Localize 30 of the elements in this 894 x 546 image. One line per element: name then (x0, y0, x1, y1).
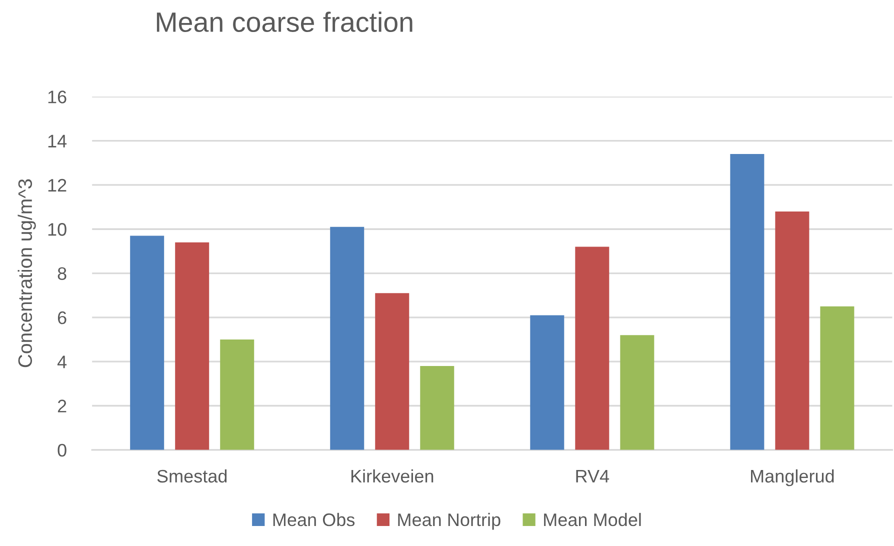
y-tick-label: 14 (48, 134, 67, 148)
chart-title: Mean coarse fraction (156, 12, 412, 32)
bar (820, 306, 854, 450)
x-tick-label: Manglerud (751, 469, 834, 486)
x-tick-label: Kirkeveien (351, 469, 434, 483)
y-tick-label: 6 (58, 311, 66, 324)
x-tick-label: RV4 (576, 470, 610, 482)
legend-label: Mean Model (544, 512, 641, 526)
bar (420, 366, 454, 450)
legend-label: Mean Nortrip (398, 512, 500, 530)
y-axis-title: Concentration ug/m^3 (18, 179, 36, 368)
y-tick-label: 12 (48, 178, 66, 192)
bar (220, 340, 254, 450)
y-tick-label: 10 (48, 223, 66, 236)
y-tick-label: 8 (58, 267, 66, 280)
bar (775, 211, 810, 450)
bar (575, 246, 610, 450)
x-tick-label: Smestad (157, 469, 227, 483)
bar (175, 242, 210, 450)
bar (375, 293, 410, 450)
legend-label: Mean Obs (273, 512, 355, 526)
bar (620, 335, 654, 450)
y-tick-label: 16 (48, 90, 66, 104)
bar (130, 236, 164, 450)
bar (330, 226, 364, 450)
y-tick-label: 2 (58, 400, 66, 412)
bar (530, 315, 564, 450)
y-tick-label: 4 (57, 356, 67, 368)
bar (730, 154, 764, 450)
y-tick-label: 0 (58, 444, 66, 457)
